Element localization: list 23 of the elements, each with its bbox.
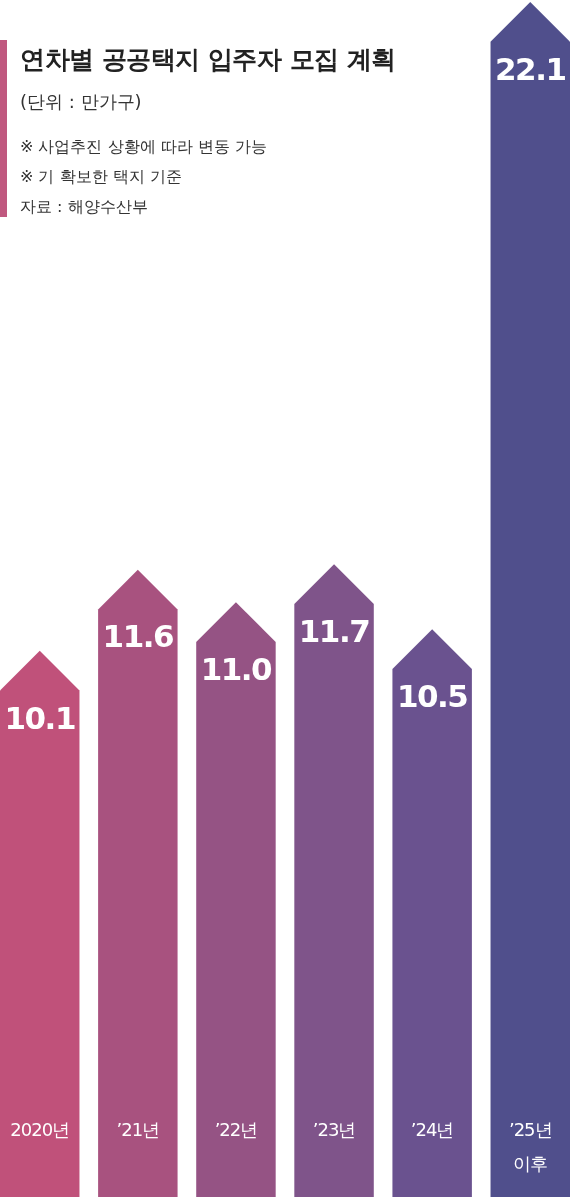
bar [0, 650, 80, 1197]
text: 연차별 공공택지 입주자 모집 계획 [20, 45, 396, 74]
bar [196, 602, 276, 1197]
x-tick-label: ’23년 [312, 1119, 356, 1140]
text: (단위 : 만가구) [20, 91, 142, 112]
data-label: 22.1 [495, 50, 566, 87]
bar [294, 564, 374, 1197]
bar [98, 569, 178, 1197]
x-tick-label: 2020년 [10, 1119, 70, 1140]
bar [490, 2, 570, 1197]
annotation: ※ 기 확보한 택지 기준 [20, 167, 182, 186]
x-tick-label: ’22년 [214, 1119, 258, 1140]
data-label: 10.1 [4, 699, 75, 736]
annotation: 자료 : 해양수산부 [20, 197, 148, 216]
annotation: ※ 사업추진 상황에 따라 변동 가능 [20, 137, 267, 156]
data-label: 11.6 [102, 618, 174, 655]
data-label: 10.5 [396, 677, 468, 714]
x-tick-label: ’24년 [410, 1119, 454, 1140]
bar [392, 629, 472, 1197]
data-label: 11.0 [200, 650, 273, 687]
x-tick-label: ’25년 이후 [508, 1119, 552, 1174]
data-label: 11.7 [298, 613, 370, 650]
x-tick-label: ’21년 [116, 1119, 160, 1140]
